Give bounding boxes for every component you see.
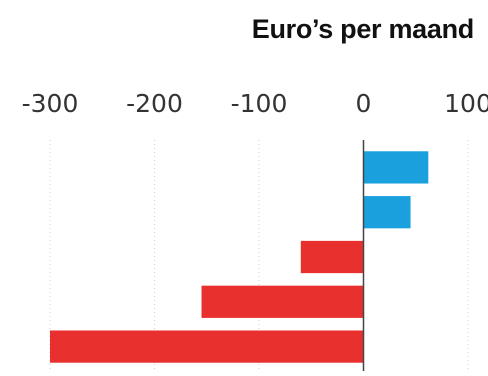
x-tick-label: -300 bbox=[22, 89, 79, 118]
bar bbox=[50, 330, 364, 363]
x-tick-label: -200 bbox=[126, 89, 183, 118]
x-tick-label: 100 bbox=[444, 89, 488, 118]
bar bbox=[363, 151, 429, 184]
x-tick-label: -100 bbox=[231, 89, 288, 118]
x-tick-label: 0 bbox=[356, 89, 372, 118]
chart-title: Euro’s per maand bbox=[251, 14, 475, 44]
bar bbox=[201, 285, 364, 318]
bar bbox=[363, 196, 411, 229]
bar bbox=[300, 240, 364, 274]
